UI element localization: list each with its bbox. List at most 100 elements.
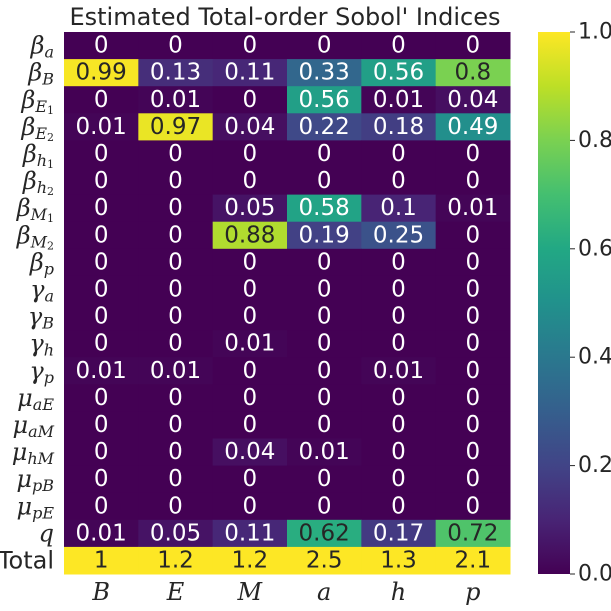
- heatmap-cell: [361, 465, 437, 494]
- heatmap-cell: [212, 275, 288, 304]
- y-tick-label: βM2: [16, 221, 54, 252]
- cell-value-label: 0: [317, 358, 332, 384]
- cell-value-label: 1.2: [157, 547, 194, 573]
- y-tick-label: μhM: [12, 438, 55, 468]
- heatmap-cell: [435, 59, 511, 87]
- colorbar-tick-label: 0.8: [578, 128, 611, 153]
- cell-value-label: 0.01: [373, 358, 424, 384]
- heatmap-cell: [64, 167, 139, 196]
- y-tick-label: βh1: [22, 140, 54, 171]
- heatmap-cell: [64, 140, 139, 168]
- heatmap-cell: [138, 86, 214, 114]
- y-tick-label: μpE: [16, 492, 54, 522]
- cell-value-label: 0: [243, 249, 258, 275]
- cell-value-label: 0: [168, 168, 183, 194]
- heatmap-cell: [64, 330, 139, 358]
- heatmap-cell: [287, 86, 362, 114]
- cell-value-label: 0: [243, 304, 258, 330]
- heatmap-cell: [435, 411, 511, 439]
- cell-value-label: 0: [466, 141, 481, 167]
- cell-value-label: 0: [391, 331, 406, 357]
- cell-value-label: 0: [391, 141, 406, 167]
- cell-value-label: 0: [243, 358, 258, 384]
- cell-value-label: 0.49: [447, 114, 498, 140]
- heatmap-cell: [435, 519, 511, 548]
- x-tick-label: a: [317, 578, 331, 606]
- cell-value-label: 0.04: [224, 439, 275, 465]
- cell-value-label: 0: [94, 276, 109, 302]
- y-tick-label: βp: [29, 248, 54, 278]
- heatmap-cell: [64, 248, 139, 277]
- heatmap-cell: [212, 411, 288, 439]
- cell-value-label: 0.01: [76, 358, 127, 384]
- cell-value-label: 0.22: [299, 114, 350, 140]
- cell-value-label: 0.05: [150, 520, 201, 546]
- heatmap-cell: [435, 167, 511, 196]
- cell-value-label: 0.01: [150, 87, 201, 113]
- y-tick-label: βB: [27, 59, 54, 89]
- cell-value-label: 0: [168, 412, 183, 438]
- heatmap-cell: [64, 519, 139, 548]
- heatmap-cell: [435, 194, 511, 223]
- cell-value-label: 0: [466, 222, 481, 248]
- heatmap-cell: [435, 275, 511, 304]
- heatmap-cell: [361, 221, 437, 250]
- heatmap-cell: [287, 465, 362, 494]
- cell-value-label: 0: [168, 493, 183, 519]
- cell-value-label: 0: [94, 385, 109, 411]
- cell-value-label: 0: [317, 331, 332, 357]
- cell-value-label: 0: [243, 141, 258, 167]
- heatmap-cell: [361, 411, 437, 439]
- cell-value-label: 0: [317, 141, 332, 167]
- heatmap-cell: [435, 330, 511, 358]
- cell-value-label: 0.01: [373, 87, 424, 113]
- y-tick-label: μaE: [17, 384, 54, 414]
- cell-value-label: 0: [94, 33, 109, 59]
- cell-value-label: 0: [466, 439, 481, 465]
- heatmap-cell: [138, 275, 214, 304]
- heatmap-cell: [287, 275, 362, 304]
- heatmap-cell: [435, 86, 511, 114]
- cell-value-label: 0: [94, 195, 109, 221]
- heatmap-cell: [138, 519, 214, 548]
- heatmap-cell: [64, 438, 139, 467]
- heatmap-cell: [361, 303, 437, 331]
- heatmap-cell: [212, 113, 288, 141]
- heatmap-cell: [435, 221, 511, 250]
- heatmap-cell: [64, 113, 139, 141]
- cell-value-label: 0: [317, 168, 332, 194]
- cell-value-label: 0: [391, 385, 406, 411]
- heatmap-cell: [435, 384, 511, 412]
- heatmap-cell: [212, 32, 288, 60]
- cell-value-label: 0: [317, 493, 332, 519]
- heatmap-cell: [212, 140, 288, 168]
- heatmap-cell-labels: 0 0 0 0 0 00.99 0.13 0.11 0.33 0.56 0.80 0.01 0 0.56 0…: [76, 33, 499, 574]
- cell-value-label: 0.99: [76, 60, 127, 86]
- cell-value-label: 0: [466, 168, 481, 194]
- heatmap-cell: [138, 492, 214, 521]
- y-tick-label: q: [39, 519, 54, 547]
- heatmap-cell: [138, 546, 214, 575]
- cell-value-label: 0: [391, 439, 406, 465]
- cell-value-label: 1: [94, 547, 109, 573]
- heatmap-cell: [138, 113, 214, 141]
- heatmap-cell: [138, 438, 214, 467]
- heatmap-cell: [212, 248, 288, 277]
- cell-value-label: 0: [466, 33, 481, 59]
- cell-value-label: 2.1: [455, 547, 492, 573]
- cell-value-label: 0.04: [224, 114, 275, 140]
- cell-value-label: 0.33: [299, 60, 350, 86]
- heatmap-cell: [361, 248, 437, 277]
- heatmap-cell: [287, 357, 362, 385]
- heatmap-cell: [287, 303, 362, 331]
- cell-value-label: 0.13: [150, 60, 201, 86]
- cell-value-label: 0: [391, 304, 406, 330]
- cell-value-label: 0.05: [224, 195, 275, 221]
- cell-value-label: 0: [391, 168, 406, 194]
- cell-value-label: 0: [94, 304, 109, 330]
- heatmap-cell: [287, 248, 362, 277]
- cell-value-label: 0: [243, 168, 258, 194]
- cell-value-label: 0: [466, 493, 481, 519]
- heatmap-cell: [361, 330, 437, 358]
- cell-value-label: 0: [466, 276, 481, 302]
